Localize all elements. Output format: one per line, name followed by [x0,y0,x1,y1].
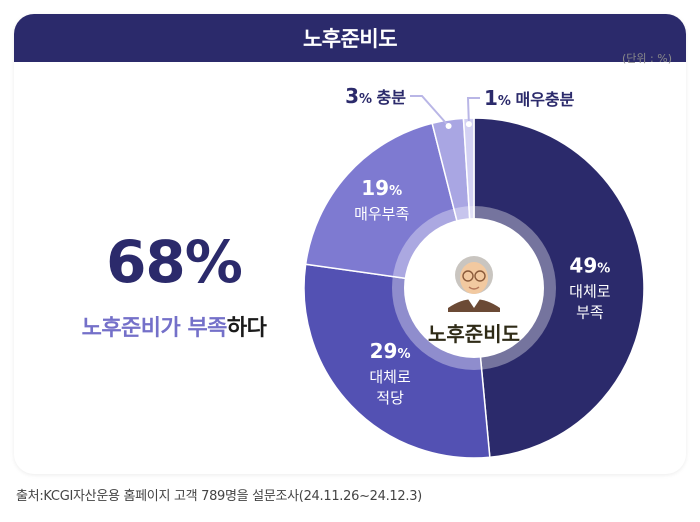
slice-label-2-0: 매우부족 [354,205,409,223]
unit-label: (단위 : %) [622,52,672,65]
center-label: 노후준비도 [428,322,520,346]
leader-line-3 [410,95,450,127]
slice-value-3: 3% 충분 [345,84,406,108]
headline-caption-tail: 하다 [226,316,267,341]
leader-line-4 [466,97,480,125]
leader-dot-3 [445,122,452,129]
header-bar: 노후준비도 [14,14,686,62]
headline-caption: 노후준비가 부족하다 [44,310,304,342]
leader-dot-4 [465,121,472,128]
slice-label-0-1: 부족 [576,304,604,322]
chart-card: 노후준비도 (단위 : %) 68% 노후준비가 부족하다 노후준비도 49% 대체… [14,14,686,474]
headline-percent: 68% [106,228,243,296]
grandfather-avatar-icon [448,256,500,312]
slice-value-2: 19% [361,176,402,200]
slice-value-0: 49% [569,254,610,278]
slice-label-1-0: 대체로 [369,368,411,386]
source-note: 출처:KCGI자산운용 홈페이지 고객 789명을 설문조사(24.11.26~… [16,489,422,504]
slice-label-0-0: 대체로 [569,283,611,301]
slice-value-4: 1% 매우충분 [484,86,575,110]
page-title: 노후준비도 [302,27,398,51]
slice-value-1: 29% [370,339,411,363]
slice-label-1-1: 적당 [376,389,404,407]
headline-caption-accent: 노후준비가 부족 [81,316,228,341]
pie-slice-0 [473,117,645,459]
